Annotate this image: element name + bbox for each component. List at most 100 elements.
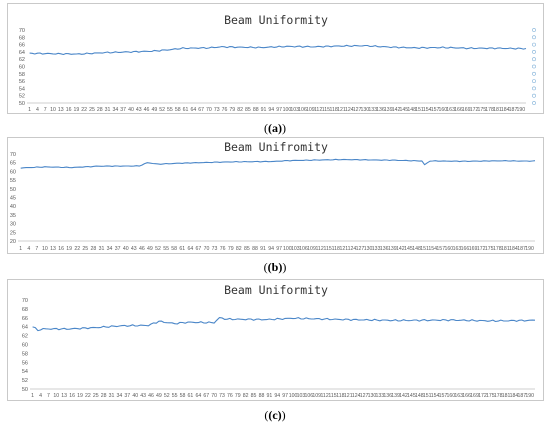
x-tick-label: 73 — [214, 107, 220, 113]
y-tick-label: 70 — [10, 152, 16, 158]
x-tick-label: 46 — [144, 107, 150, 113]
x-tick-label: 178 — [494, 393, 503, 399]
x-tick-label: 160 — [439, 107, 448, 113]
x-tick-label: 49 — [151, 107, 157, 113]
x-tick-label: 154 — [431, 393, 440, 399]
y-tick-label: 65 — [10, 161, 16, 167]
x-tick-label: 37 — [124, 393, 130, 399]
x-tick-label: 181 — [501, 246, 510, 252]
y-tick-label: 60 — [22, 343, 28, 349]
x-tick-label: 136 — [376, 107, 385, 113]
x-tick-label: 64 — [195, 393, 201, 399]
y-tick-label: 50 — [19, 101, 25, 107]
x-tick-label: 4 — [39, 393, 42, 399]
x-tick-label: 166 — [454, 107, 463, 113]
x-tick-label: 55 — [163, 246, 169, 252]
y-tick-label: 35 — [10, 213, 16, 219]
x-tick-label: 16 — [66, 107, 72, 113]
x-tick-label: 178 — [493, 246, 502, 252]
right-axis-marker — [532, 57, 536, 62]
x-tick-label: 166 — [461, 246, 470, 252]
x-tick-label: 133 — [368, 107, 377, 113]
x-tick-label: 175 — [477, 107, 486, 113]
x-tick-label: 172 — [470, 107, 479, 113]
x-tick-label: 7 — [44, 107, 47, 113]
x-tick-label: 28 — [97, 107, 103, 113]
y-tick-label: 40 — [10, 204, 16, 210]
x-tick-label: 133 — [372, 246, 381, 252]
x-tick-label: 142 — [392, 107, 401, 113]
x-tick-label: 70 — [211, 393, 217, 399]
x-tick-label: 106 — [298, 107, 307, 113]
x-tick-label: 142 — [396, 246, 405, 252]
x-tick-label: 169 — [469, 246, 478, 252]
y-tick-label: 52 — [19, 94, 25, 100]
x-tick-label: 133 — [375, 393, 384, 399]
right-axis-marker — [532, 64, 536, 69]
x-tick-label: 91 — [266, 393, 272, 399]
x-tick-label: 124 — [345, 107, 354, 113]
x-tick-label: 100 — [283, 107, 292, 113]
x-tick-label: 85 — [245, 107, 251, 113]
x-tick-label: 154 — [423, 107, 432, 113]
x-tick-label: 82 — [236, 246, 242, 252]
x-tick-label: 64 — [187, 246, 193, 252]
y-tick-label: 62 — [22, 334, 28, 340]
x-tick-label: 22 — [74, 246, 80, 252]
x-tick-label: 124 — [348, 246, 357, 252]
caption-c: ((c)) — [264, 408, 286, 422]
x-tick-label: 13 — [58, 107, 64, 113]
x-tick-label: 169 — [462, 107, 471, 113]
x-tick-label: 184 — [509, 246, 518, 252]
x-tick-label: 172 — [477, 246, 486, 252]
x-tick-label: 16 — [69, 393, 75, 399]
x-tick-label: 52 — [155, 246, 161, 252]
x-tick-label: 94 — [268, 107, 274, 113]
x-tick-label: 106 — [299, 246, 308, 252]
x-tick-label: 85 — [244, 246, 250, 252]
x-tick-label: 10 — [42, 246, 48, 252]
x-tick-label: 163 — [454, 393, 463, 399]
x-tick-label: 94 — [268, 246, 274, 252]
x-tick-label: 103 — [290, 107, 299, 113]
x-tick-label: 31 — [99, 246, 105, 252]
x-tick-label: 94 — [274, 393, 280, 399]
x-tick-label: 70 — [204, 246, 210, 252]
x-tick-label: 103 — [297, 393, 306, 399]
chart-title-c: Beam Uniformity — [224, 283, 328, 297]
x-tick-label: 100 — [289, 393, 298, 399]
x-tick-label: 136 — [380, 246, 389, 252]
x-tick-label: 139 — [388, 246, 397, 252]
x-tick-label: 61 — [183, 107, 189, 113]
x-tick-label: 82 — [243, 393, 249, 399]
x-tick-label: 88 — [259, 393, 265, 399]
x-tick-label: 121 — [339, 246, 348, 252]
x-tick-label: 97 — [276, 246, 282, 252]
x-tick-label: 145 — [407, 393, 416, 399]
x-tick-label: 58 — [171, 246, 177, 252]
x-tick-label: 130 — [361, 107, 370, 113]
x-tick-label: 151 — [420, 246, 429, 252]
caption-b: ((b)) — [263, 260, 287, 274]
x-tick-label: 61 — [188, 393, 194, 399]
x-tick-label: 190 — [525, 246, 534, 252]
x-tick-label: 115 — [322, 107, 330, 113]
right-axis-marker — [532, 101, 536, 105]
x-tick-label: 121 — [344, 393, 353, 399]
right-axis-marker — [532, 71, 536, 76]
y-tick-label: 54 — [22, 369, 28, 375]
x-tick-label: 142 — [399, 393, 408, 399]
x-tick-label: 175 — [485, 246, 494, 252]
x-tick-label: 19 — [73, 107, 79, 113]
y-tick-label: 20 — [10, 239, 16, 245]
x-tick-label: 79 — [228, 246, 234, 252]
x-tick-label: 88 — [253, 107, 259, 113]
x-tick-label: 40 — [123, 246, 129, 252]
x-tick-label: 130 — [368, 393, 377, 399]
x-tick-label: 13 — [61, 393, 67, 399]
x-tick-label: 136 — [383, 393, 392, 399]
x-tick-label: 151 — [415, 107, 424, 113]
x-tick-label: 73 — [219, 393, 225, 399]
